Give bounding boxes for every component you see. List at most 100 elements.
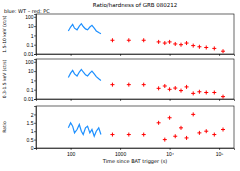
y-tick-mark — [34, 140, 36, 141]
y-tick: 1 — [31, 128, 36, 134]
x-tick-mark — [170, 54, 171, 56]
x-axis-line — [37, 149, 235, 151]
x-tick — [219, 99, 220, 101]
y-tick-mark — [34, 71, 36, 72]
y-tick-label: 0.01 — [24, 51, 34, 57]
y-tick: 10 — [28, 68, 36, 74]
point — [163, 41, 167, 45]
point — [142, 38, 146, 42]
x-tick-mark — [219, 148, 220, 150]
y-tick-mark — [34, 99, 36, 100]
point — [212, 90, 216, 94]
x-tick-mark — [71, 99, 72, 101]
x-axis: 100 1000 10⁴ 10⁵ — [37, 148, 235, 157]
point — [157, 40, 161, 44]
point — [127, 83, 131, 87]
point — [179, 43, 183, 47]
x-axis — [37, 99, 235, 101]
x-tick — [71, 99, 72, 101]
x-tick: 10⁵ — [216, 148, 224, 157]
point — [204, 90, 208, 94]
x-axis — [37, 54, 235, 56]
line — [68, 123, 101, 136]
y-tick: 0.01 — [24, 96, 36, 102]
x-tick-mark — [170, 99, 171, 101]
y-tick-mark — [34, 123, 36, 124]
subtitle: blue: WT – red: PC — [4, 8, 50, 14]
point — [185, 85, 189, 89]
panel: 0.01 0.1 1 10 100 — [24, 14, 235, 57]
x-axis-line — [37, 55, 235, 57]
y-tick-mark — [34, 17, 36, 18]
point — [163, 84, 167, 88]
y-tick-label: 0.01 — [24, 96, 34, 102]
y-tick: 0.1 — [27, 42, 36, 48]
chart: 0.010.1110100Ratio/hardness of GRB 08021… — [0, 0, 240, 171]
y-tick-label: 1.5 — [27, 120, 34, 126]
point — [191, 44, 195, 48]
line — [68, 24, 101, 34]
point — [157, 121, 161, 125]
point — [168, 87, 172, 91]
y-tick: 100 — [25, 59, 36, 65]
y-tick: 10 — [28, 23, 36, 29]
point — [179, 89, 183, 93]
x-tick: 1000 — [115, 148, 126, 157]
y-tick: 0.01 — [24, 51, 36, 57]
y-tick-label: 1 — [31, 32, 34, 38]
y-tick-mark — [34, 114, 36, 115]
point — [185, 136, 189, 140]
x-axis-title: Time since BAT trigger (s) — [102, 158, 168, 165]
y-axis-line — [34, 60, 37, 100]
y-tick-label: 0.5 — [27, 137, 34, 143]
point — [110, 83, 114, 87]
title: Ratio/hardness of GRB 080212 — [93, 2, 178, 8]
y-tick-label: 1 — [31, 128, 34, 134]
plot-frame — [36, 59, 234, 99]
point — [163, 138, 167, 142]
y-tick-mark — [34, 148, 36, 149]
y-tick: 2 — [31, 112, 36, 118]
y-tick-label: 0 — [31, 145, 34, 151]
marks — [68, 69, 225, 98]
point — [204, 129, 208, 133]
y-tick: 100 — [25, 14, 36, 20]
y-tick-mark — [34, 62, 36, 63]
y-axis-title: Ratio — [2, 121, 7, 133]
panel: 0.010.1110100 — [24, 59, 235, 102]
x-tick — [120, 54, 121, 56]
x-tick-label: 100 — [67, 151, 76, 157]
x-tick — [219, 54, 220, 56]
point — [179, 126, 183, 130]
x-tick-label: 10⁴ — [166, 151, 174, 157]
y-axis-title: 1.5-10 keV (ct/s) — [2, 15, 7, 53]
point — [221, 49, 225, 53]
point — [212, 133, 216, 137]
point — [173, 86, 177, 90]
y-axis-line — [34, 107, 37, 149]
x-tick-mark — [71, 54, 72, 56]
point — [191, 112, 195, 116]
point — [110, 133, 114, 137]
point — [168, 116, 172, 120]
y-tick-label: 100 — [25, 14, 34, 20]
y-tick-mark — [34, 35, 36, 36]
plot-frame — [36, 14, 234, 54]
y-tick-label: 10 — [28, 23, 34, 29]
x-tick — [170, 54, 171, 56]
y-axis-title: 0.3-1.5 keV (ct/s) — [2, 59, 7, 98]
point — [173, 134, 177, 138]
x-tick-label: 1000 — [115, 151, 126, 157]
point — [185, 41, 189, 45]
y-tick-mark — [34, 26, 36, 27]
point — [221, 128, 225, 132]
y-tick-mark — [34, 131, 36, 132]
point — [204, 45, 208, 49]
point — [197, 90, 201, 94]
line — [68, 69, 101, 80]
x-tick — [170, 99, 171, 101]
y-tick-mark — [34, 54, 36, 55]
y-axis: 0.01 0.1 1 10 100 — [24, 14, 37, 57]
point — [127, 133, 131, 137]
x-tick — [120, 99, 121, 101]
